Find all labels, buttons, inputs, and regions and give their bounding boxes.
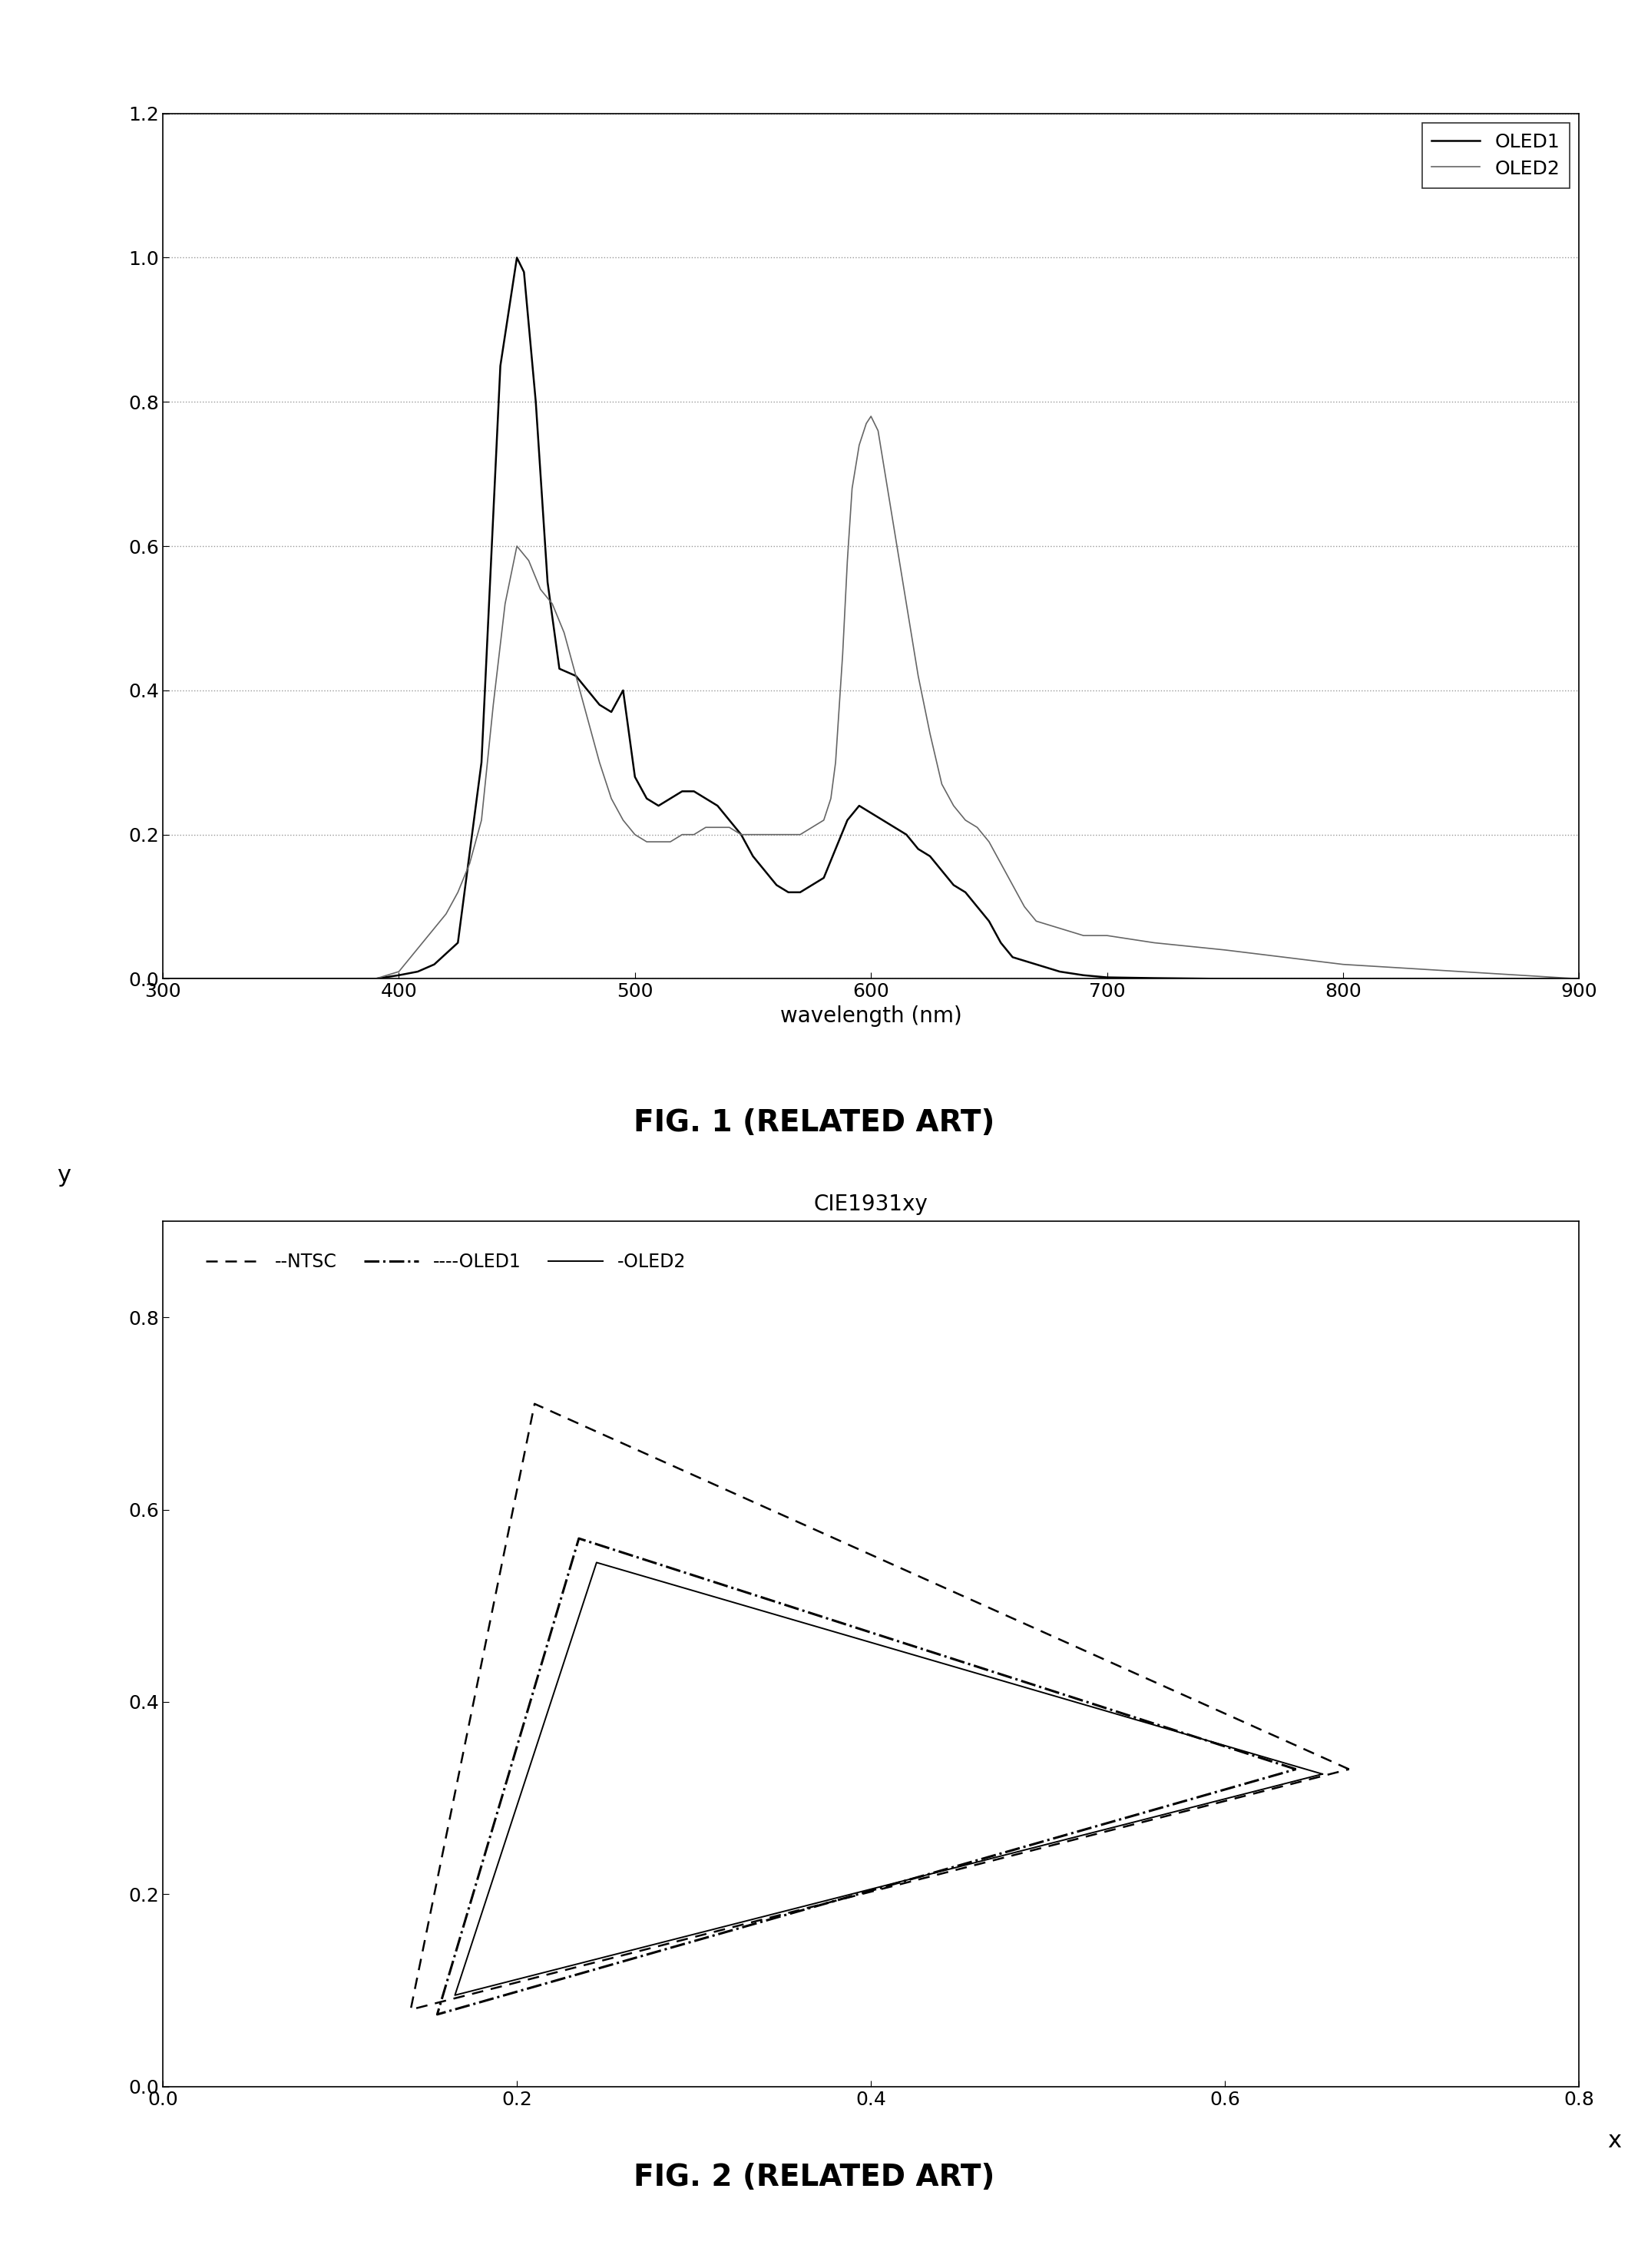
--NTSC: [400, 1996, 420, 2023]
Line: -OLED2: -OLED2: [454, 1563, 1322, 1996]
OLED2: [861, 404, 881, 431]
OLED1: [508, 245, 527, 272]
OLED1: [153, 966, 173, 993]
X-axis label: wavelength (nm): wavelength (nm): [780, 1005, 962, 1027]
OLED2: [425, 914, 444, 941]
Legend: OLED1, OLED2: OLED1, OLED2: [1421, 122, 1569, 188]
OLED2: [625, 821, 645, 848]
Text: x: x: [1607, 2130, 1621, 2152]
Line: --NTSC: --NTSC: [410, 1404, 1350, 2009]
----OLED1: [428, 2000, 448, 2028]
OLED1: [389, 962, 409, 989]
OLED2: [519, 547, 539, 574]
OLED1: [472, 748, 492, 776]
Line: OLED1: OLED1: [163, 259, 1579, 980]
--NTSC: [524, 1390, 544, 1418]
--NTSC: [1340, 1755, 1359, 1783]
Line: ----OLED1: ----OLED1: [438, 1538, 1296, 2014]
----OLED1: [570, 1524, 589, 1551]
-OLED2: [444, 1982, 464, 2009]
Line: OLED2: OLED2: [163, 417, 1579, 980]
OLED2: [1333, 950, 1353, 978]
Legend: --NTSC, ----OLED1, -OLED2: --NTSC, ----OLED1, -OLED2: [200, 1247, 690, 1277]
Text: FIG. 1 (RELATED ART): FIG. 1 (RELATED ART): [633, 1109, 995, 1136]
----OLED1: [1286, 1755, 1306, 1783]
OLED1: [920, 844, 939, 871]
--NTSC: [1340, 1755, 1359, 1783]
Text: y: y: [57, 1163, 70, 1186]
OLED2: [153, 966, 173, 993]
OLED2: [637, 828, 656, 855]
OLED1: [602, 699, 622, 726]
-OLED2: [586, 1549, 606, 1576]
----OLED1: [1286, 1755, 1306, 1783]
OLED2: [821, 785, 840, 812]
OLED1: [526, 388, 545, 415]
OLED1: [1569, 966, 1589, 993]
-OLED2: [1312, 1760, 1332, 1787]
OLED1: [778, 878, 798, 905]
Title: CIE1931xy: CIE1931xy: [814, 1193, 928, 1216]
-OLED2: [1312, 1760, 1332, 1787]
OLED2: [1569, 966, 1589, 993]
Text: FIG. 2 (RELATED ART): FIG. 2 (RELATED ART): [633, 2164, 995, 2191]
